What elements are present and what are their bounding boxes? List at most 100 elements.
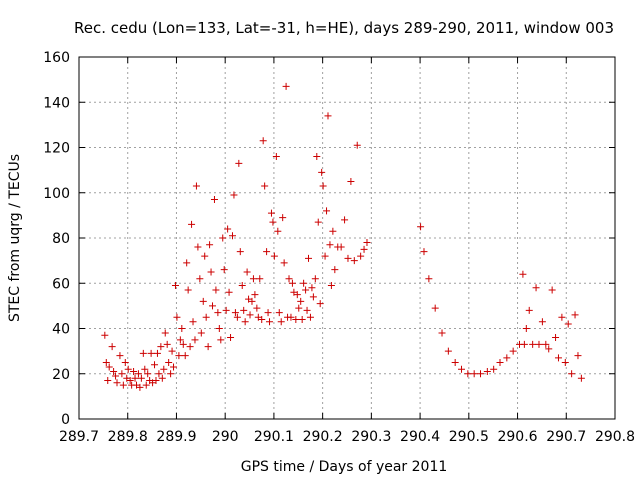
data-point <box>357 252 365 260</box>
data-point <box>360 245 368 253</box>
data-point <box>170 363 178 371</box>
data-point <box>175 352 183 360</box>
data-point <box>224 225 232 233</box>
data-point <box>105 363 113 371</box>
data-point <box>347 177 355 185</box>
x-tick-label: 289.8 <box>108 429 148 445</box>
plot-frame <box>78 56 616 420</box>
data-point <box>324 112 332 120</box>
data-point <box>535 340 543 348</box>
data-point <box>574 352 582 360</box>
data-point <box>116 352 124 360</box>
data-point <box>363 239 371 247</box>
data-point <box>246 311 254 319</box>
data-point <box>458 365 466 373</box>
x-tick-label: 289.7 <box>59 429 99 445</box>
data-point <box>210 196 218 204</box>
data-point <box>483 367 491 375</box>
data-point <box>136 383 144 391</box>
data-point <box>564 320 572 328</box>
data-point <box>258 315 266 323</box>
data-point <box>186 343 194 351</box>
data-point <box>161 329 169 337</box>
data-point <box>201 252 209 260</box>
data-point <box>158 374 166 382</box>
data-point <box>321 252 329 260</box>
data-point <box>189 318 197 326</box>
data-point <box>279 214 287 222</box>
data-point <box>490 365 498 373</box>
data-point <box>337 243 345 251</box>
x-tick-label: 290.4 <box>400 429 440 445</box>
data-point <box>256 275 264 283</box>
data-point <box>225 288 233 296</box>
data-point <box>554 354 562 362</box>
data-point <box>249 275 257 283</box>
data-point <box>470 370 478 378</box>
data-point <box>451 358 459 366</box>
data-point <box>253 304 261 312</box>
data-point <box>344 254 352 262</box>
data-point <box>280 259 288 267</box>
data-point <box>274 227 282 235</box>
data-point <box>496 358 504 366</box>
data-point <box>192 182 200 190</box>
data-point <box>267 209 275 217</box>
data-point <box>108 343 116 351</box>
data-point <box>151 361 159 369</box>
data-point <box>220 266 228 274</box>
data-point <box>261 182 269 190</box>
y-tick-label: 100 <box>43 186 70 202</box>
data-point <box>196 275 204 283</box>
data-point <box>263 248 271 256</box>
x-tick-label: 290.1 <box>254 429 294 445</box>
x-tick-label: 290.5 <box>449 429 489 445</box>
data-point <box>184 286 192 294</box>
data-point <box>341 216 349 224</box>
data-point <box>126 377 134 385</box>
data-point <box>121 358 129 366</box>
data-point <box>141 365 149 373</box>
data-point <box>251 291 259 299</box>
data-point <box>522 325 530 332</box>
data-point <box>305 254 313 262</box>
data-point <box>293 291 301 299</box>
data-point <box>264 309 272 317</box>
data-point <box>241 318 249 326</box>
data-point <box>227 334 235 342</box>
data-point <box>425 275 433 283</box>
data-points <box>101 82 585 391</box>
x-tick-label: 290.3 <box>351 429 391 445</box>
data-point <box>230 191 238 199</box>
y-tick-label: 120 <box>43 141 70 157</box>
y-tick-label: 20 <box>52 367 70 383</box>
data-point <box>300 279 308 287</box>
data-point <box>277 318 285 326</box>
data-point <box>295 304 303 312</box>
data-point <box>545 345 553 353</box>
data-point <box>308 284 316 292</box>
data-point <box>199 297 207 305</box>
data-point <box>525 306 533 314</box>
y-tick-label: 160 <box>43 50 70 66</box>
data-point <box>353 141 361 149</box>
data-point <box>571 311 579 319</box>
data-point <box>130 367 138 375</box>
data-point <box>327 282 335 290</box>
data-point <box>131 374 139 382</box>
data-point <box>191 336 199 344</box>
data-point <box>137 374 145 382</box>
data-point <box>532 284 540 292</box>
data-point <box>233 313 241 321</box>
data-point <box>552 334 560 342</box>
chart-title: Rec. cedu (Lon=133, Lat=-31, h=HE), days… <box>74 19 614 37</box>
data-point <box>112 372 120 380</box>
data-point <box>275 309 283 317</box>
data-point <box>204 343 212 351</box>
y-tick-label: 140 <box>43 95 70 111</box>
data-point <box>269 218 277 226</box>
x-axis-label: GPS time / Days of year 2011 <box>241 459 448 475</box>
data-point <box>326 241 334 249</box>
data-point <box>238 282 246 290</box>
